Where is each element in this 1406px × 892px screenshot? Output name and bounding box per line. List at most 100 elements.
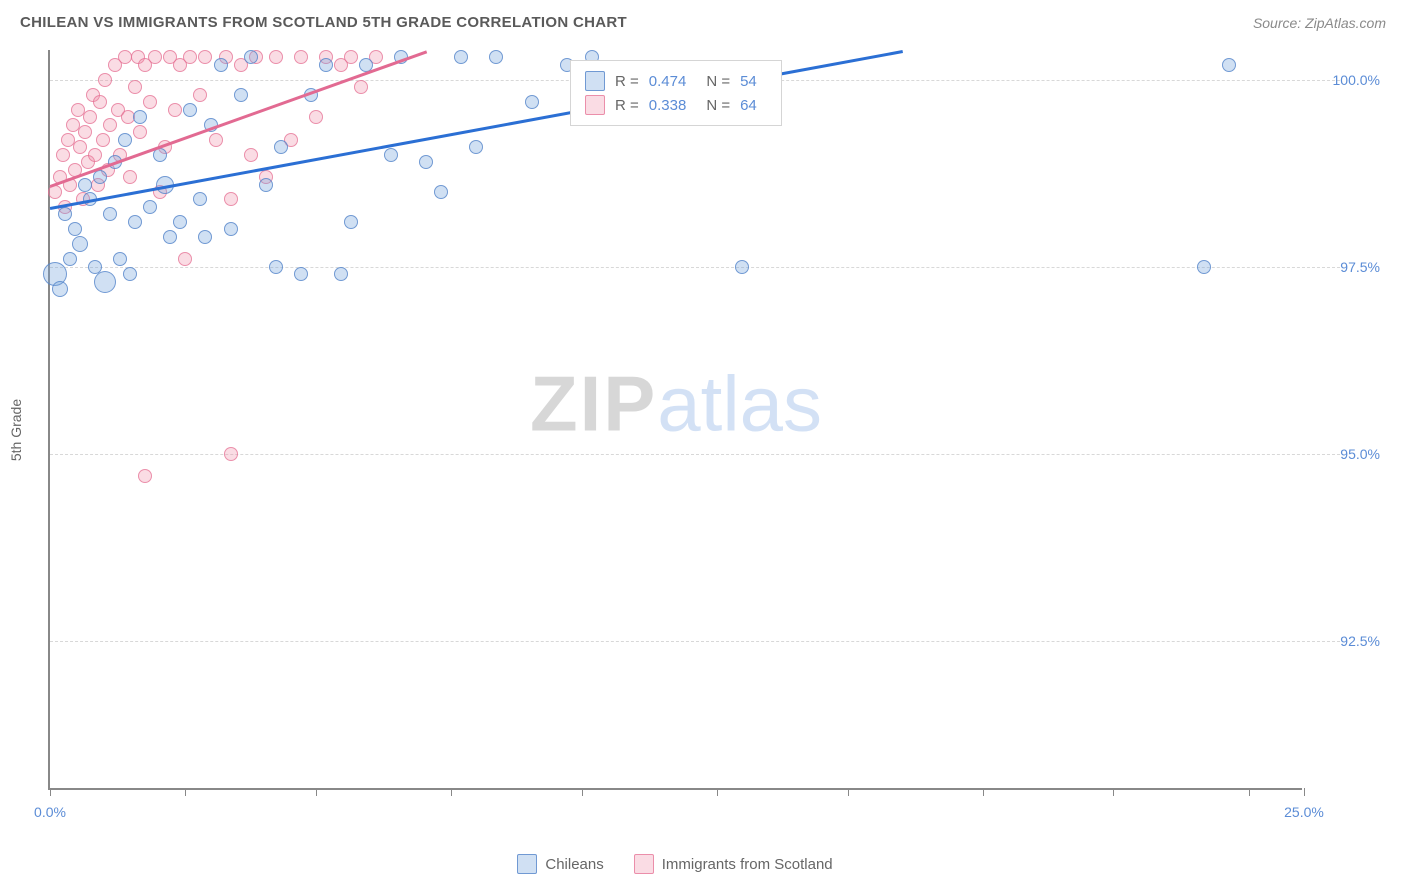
- legend-item-blue: Chileans: [517, 854, 603, 874]
- stats-n-pink: 64: [740, 97, 757, 114]
- data-point: [319, 58, 333, 72]
- stats-box: R = 0.474 N = 54 R = 0.338 N = 64: [570, 60, 782, 126]
- data-point: [78, 178, 92, 192]
- data-point: [178, 252, 192, 266]
- legend-label-pink: Immigrants from Scotland: [662, 856, 833, 873]
- data-point: [88, 148, 102, 162]
- xtick: [1304, 788, 1305, 796]
- data-point: [128, 80, 142, 94]
- data-point: [198, 230, 212, 244]
- data-point: [78, 125, 92, 139]
- data-point: [234, 88, 248, 102]
- data-point: [143, 95, 157, 109]
- data-point: [143, 200, 157, 214]
- data-point: [94, 271, 116, 293]
- data-point: [133, 110, 147, 124]
- data-point: [183, 103, 197, 117]
- data-point: [128, 215, 142, 229]
- data-point: [96, 133, 110, 147]
- header: CHILEAN VS IMMIGRANTS FROM SCOTLAND 5TH …: [0, 0, 1406, 41]
- data-point: [224, 222, 238, 236]
- data-point: [224, 447, 238, 461]
- data-point: [93, 95, 107, 109]
- xtick-label: 25.0%: [1284, 804, 1324, 820]
- xtick: [1249, 788, 1250, 796]
- data-point: [198, 50, 212, 64]
- data-point: [269, 50, 283, 64]
- data-point: [489, 50, 503, 64]
- source-prefix: Source:: [1253, 15, 1305, 31]
- stats-n-label: N =: [706, 97, 730, 114]
- chart-title: CHILEAN VS IMMIGRANTS FROM SCOTLAND 5TH …: [20, 14, 627, 31]
- xtick: [316, 788, 317, 796]
- xtick: [582, 788, 583, 796]
- data-point: [138, 469, 152, 483]
- data-point: [123, 267, 137, 281]
- legend-swatch-blue: [517, 854, 537, 874]
- data-point: [454, 50, 468, 64]
- data-point: [469, 140, 483, 154]
- data-point: [269, 260, 283, 274]
- plot-area: ZIPatlas R = 0.474 N = 54 R = 0.338 N = …: [48, 50, 1302, 790]
- data-point: [259, 178, 273, 192]
- data-point: [123, 170, 137, 184]
- stats-n-blue: 54: [740, 73, 757, 90]
- data-point: [56, 148, 70, 162]
- data-point: [163, 230, 177, 244]
- data-point: [209, 133, 223, 147]
- data-point: [98, 73, 112, 87]
- watermark-zip: ZIP: [530, 360, 657, 448]
- data-point: [173, 215, 187, 229]
- stats-r-blue: 0.474: [649, 73, 687, 90]
- data-point: [525, 95, 539, 109]
- stats-n-label: N =: [706, 73, 730, 90]
- data-point: [309, 110, 323, 124]
- data-point: [344, 50, 358, 64]
- chart-container: 5th Grade ZIPatlas R = 0.474 N = 54 R = …: [48, 50, 1386, 810]
- xtick: [1113, 788, 1114, 796]
- data-point: [274, 140, 288, 154]
- data-point: [419, 155, 433, 169]
- legend-item-pink: Immigrants from Scotland: [634, 854, 833, 874]
- stats-row-blue: R = 0.474 N = 54: [585, 69, 767, 93]
- ytick-label: 92.5%: [1340, 633, 1380, 649]
- data-point: [103, 118, 117, 132]
- data-point: [244, 148, 258, 162]
- legend: Chileans Immigrants from Scotland: [48, 854, 1302, 874]
- data-point: [735, 260, 749, 274]
- watermark-atlas: atlas: [657, 360, 822, 448]
- ytick-label: 95.0%: [1340, 446, 1380, 462]
- data-point: [72, 236, 88, 252]
- data-point: [344, 215, 358, 229]
- data-point: [63, 252, 77, 266]
- data-point: [384, 148, 398, 162]
- source-attribution: Source: ZipAtlas.com: [1253, 15, 1386, 31]
- xtick: [451, 788, 452, 796]
- xtick: [983, 788, 984, 796]
- data-point: [1222, 58, 1236, 72]
- source-name: ZipAtlas.com: [1305, 15, 1386, 31]
- legend-swatch-pink: [634, 854, 654, 874]
- data-point: [68, 222, 82, 236]
- data-point: [93, 170, 107, 184]
- xtick: [717, 788, 718, 796]
- stats-swatch-blue: [585, 71, 605, 91]
- ytick-label: 97.5%: [1340, 259, 1380, 275]
- gridline: [50, 641, 1340, 642]
- stats-swatch-pink: [585, 95, 605, 115]
- data-point: [52, 281, 68, 297]
- data-point: [168, 103, 182, 117]
- data-point: [193, 192, 207, 206]
- xtick: [50, 788, 51, 796]
- data-point: [294, 267, 308, 281]
- data-point: [133, 125, 147, 139]
- data-point: [83, 110, 97, 124]
- data-point: [214, 58, 228, 72]
- data-point: [183, 50, 197, 64]
- data-point: [58, 207, 72, 221]
- stats-r-label: R =: [615, 73, 639, 90]
- gridline: [50, 267, 1340, 268]
- data-point: [103, 207, 117, 221]
- data-point: [434, 185, 448, 199]
- data-point: [118, 133, 132, 147]
